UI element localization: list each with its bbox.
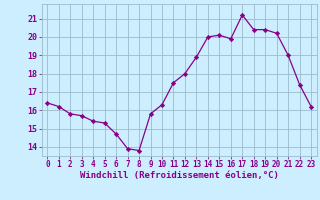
X-axis label: Windchill (Refroidissement éolien,°C): Windchill (Refroidissement éolien,°C) <box>80 171 279 180</box>
